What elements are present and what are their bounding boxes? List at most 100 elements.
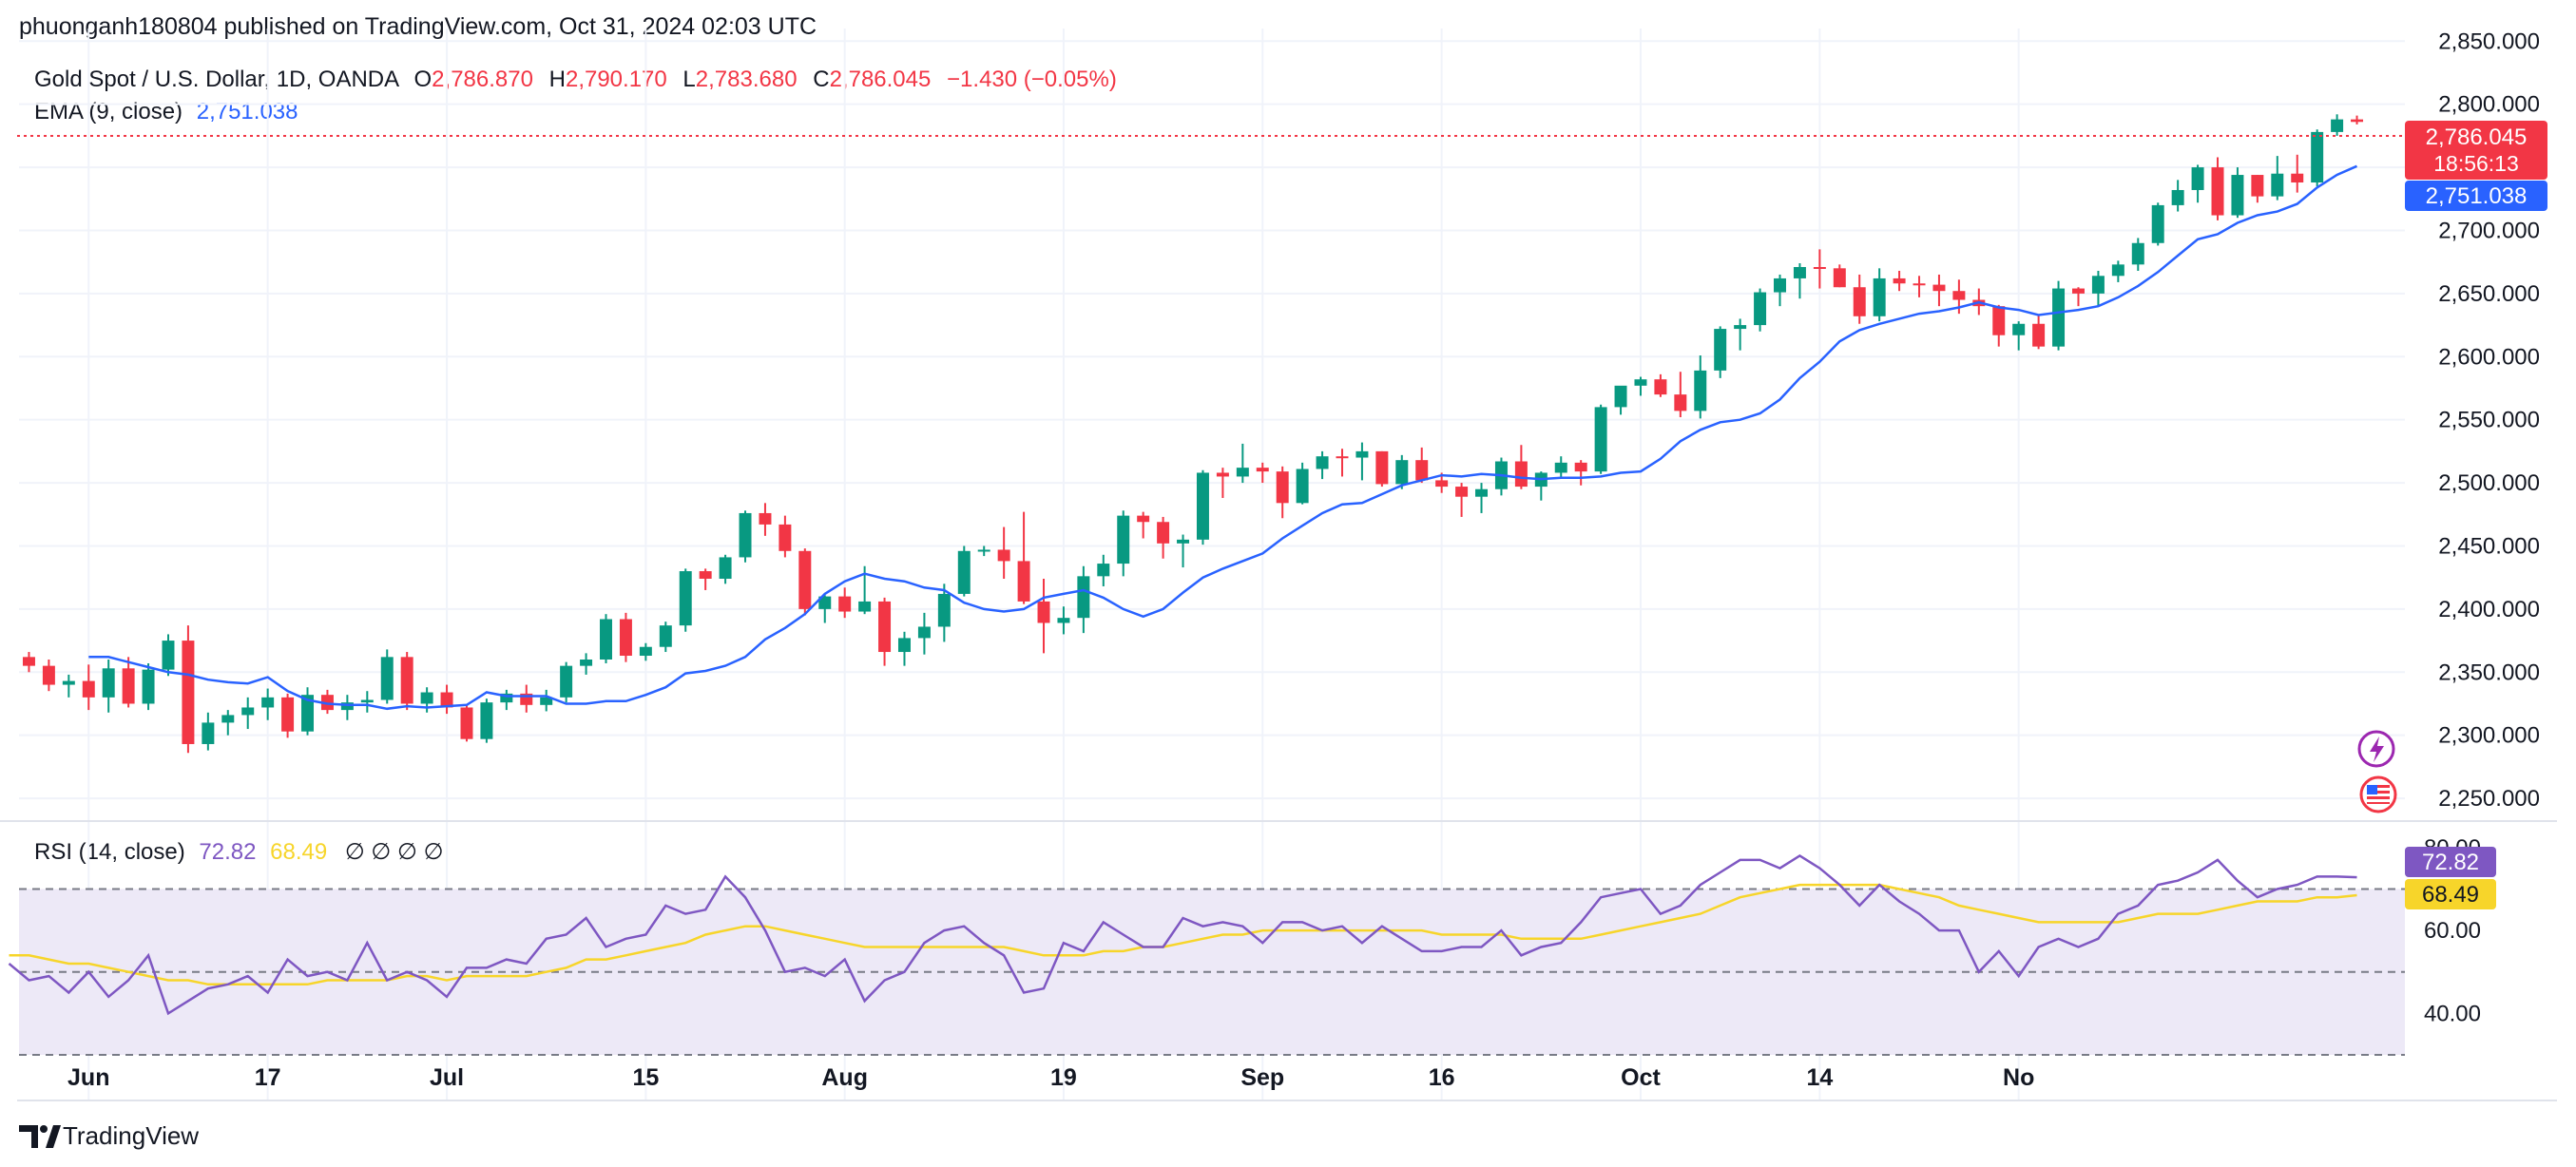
price-tick-label: 2,650.000 [2438, 281, 2540, 307]
candle [1276, 466, 1289, 519]
price-tick-label: 2,300.000 [2438, 723, 2540, 749]
close-label: C [813, 67, 830, 92]
candle [2291, 154, 2304, 193]
candle [1574, 460, 1587, 486]
candle-body [2091, 276, 2105, 294]
open-label: O [413, 67, 433, 92]
candle-body [580, 660, 593, 666]
candle [897, 631, 911, 666]
price-tick-label: 2,800.000 [2438, 92, 2540, 118]
candle [62, 674, 75, 698]
candle-body [1813, 266, 1826, 269]
candle [1097, 554, 1110, 586]
candle [1774, 274, 1786, 307]
ema-legend[interactable]: EMA (9, close) 2,751.038 [34, 99, 298, 125]
candle-body [520, 693, 533, 705]
candle-body [1793, 266, 1806, 278]
ema-line [88, 164, 2358, 711]
lightning-icon[interactable] [2357, 730, 2395, 768]
candle-body [1216, 472, 1229, 477]
low-value: 2,783.680 [695, 67, 798, 92]
candle-body [1654, 379, 1667, 395]
rsi-legend[interactable]: RSI (14, close) 72.82 68.49 ∅ ∅ ∅ ∅ [34, 838, 444, 866]
candle-body [1395, 460, 1409, 485]
ema-path [88, 164, 2358, 711]
candle [1177, 534, 1190, 568]
price-tick-label: 2,250.000 [2438, 786, 2540, 812]
candle-body [241, 707, 255, 716]
candle [1296, 462, 1309, 505]
candle [2151, 202, 2164, 246]
candle [1415, 447, 1429, 484]
candle [1137, 511, 1150, 539]
candle-body [858, 601, 872, 612]
candle [1534, 471, 1548, 501]
time-tick-label: 16 [1429, 1064, 1455, 1091]
symbol-title[interactable]: Gold Spot / U.S. Dollar, 1D, OANDA [34, 67, 398, 92]
candle [639, 642, 652, 661]
candle [162, 634, 175, 677]
candle-body [1674, 394, 1687, 411]
candle [1514, 445, 1528, 489]
candle-body [759, 512, 772, 525]
time-tick-label: Oct [1621, 1064, 1661, 1091]
candle-body [182, 641, 195, 744]
candle-body [818, 596, 832, 609]
candle-body [1913, 283, 1926, 286]
close-value: 2,786.045 [829, 67, 932, 92]
candle-body [162, 641, 175, 670]
candle-body [1057, 618, 1070, 623]
us-flag-icon[interactable] [2359, 775, 2397, 813]
price-tick-label: 2,700.000 [2438, 218, 2540, 243]
rsi-ma-tag-text: 68.49 [2422, 882, 2479, 908]
candle [2351, 115, 2364, 124]
candle [1475, 483, 1489, 513]
candle-body [2351, 119, 2364, 123]
candle [202, 712, 215, 751]
rsi-series-line [8, 854, 2357, 1016]
candle [460, 704, 473, 742]
candle [1077, 565, 1090, 634]
time-tick-label: 17 [255, 1064, 281, 1091]
rsi-ma-value: 68.49 [270, 839, 328, 865]
candle [261, 688, 275, 720]
time-tick-label: No [2003, 1064, 2034, 1091]
candle [560, 661, 573, 703]
candle [2211, 157, 2224, 220]
candle-body [301, 695, 315, 732]
candle [1216, 468, 1229, 499]
price-tick-label: 2,500.000 [2438, 470, 2540, 496]
candle-body [2231, 175, 2244, 216]
price-tick-label: 2,350.000 [2438, 660, 2540, 685]
candle-body [1177, 539, 1190, 544]
candle-body [1256, 468, 1269, 472]
candle-body [500, 693, 513, 703]
candle [759, 503, 772, 536]
candle-body [1435, 480, 1449, 488]
candle-body [878, 601, 892, 653]
candle [2251, 175, 2264, 203]
candle [1634, 376, 1647, 396]
candle [600, 614, 612, 663]
candle-body [221, 715, 235, 723]
candle [2032, 315, 2046, 350]
candle-body [699, 571, 712, 580]
candle [1037, 579, 1050, 654]
ema-label: EMA (9, close) [34, 99, 183, 124]
candle-body [2012, 323, 2026, 335]
rsi-ma-tag: 68.49 [2405, 879, 2496, 909]
candle [798, 548, 812, 616]
symbol-legend: Gold Spot / U.S. Dollar, 1D, OANDA O 2,78… [34, 67, 1117, 93]
candle-body [2291, 173, 2304, 183]
candle [2052, 280, 2066, 351]
candle-body [1117, 515, 1130, 564]
candle [1913, 276, 1926, 297]
footer-brand[interactable]: TradingView [63, 1121, 199, 1150]
candle [1734, 318, 1747, 351]
candle [2191, 164, 2204, 203]
high-label: H [548, 67, 566, 92]
candle [1714, 326, 1727, 378]
candle [1932, 274, 1946, 307]
candle-body [1196, 472, 1209, 540]
